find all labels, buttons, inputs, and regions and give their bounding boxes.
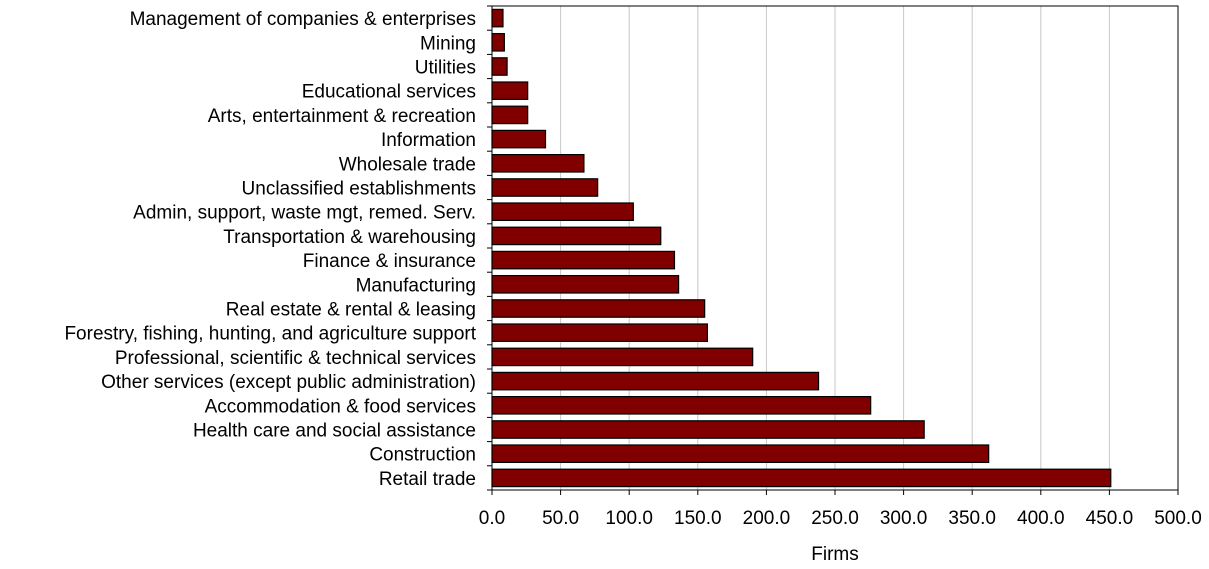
category-label: Forestry, fishing, hunting, and agricult… bbox=[64, 324, 476, 345]
axes bbox=[487, 5, 1179, 495]
category-label: Admin, support, waste mgt, remed. Serv. bbox=[133, 203, 476, 224]
bar bbox=[491, 178, 599, 197]
category-label: Management of companies & enterprises bbox=[130, 9, 476, 30]
bar bbox=[491, 153, 585, 173]
bar bbox=[491, 395, 872, 415]
bar bbox=[491, 444, 990, 464]
x-tick-label: 350.0 bbox=[948, 508, 996, 529]
category-label: Wholesale trade bbox=[339, 154, 476, 175]
category-label: Utilities bbox=[415, 58, 476, 79]
x-tick-label: 150.0 bbox=[674, 508, 722, 529]
category-label: Accommodation & food services bbox=[205, 396, 476, 417]
x-axis-title: Firms bbox=[811, 544, 858, 565]
bar bbox=[491, 347, 754, 367]
x-tick-label: 100.0 bbox=[605, 508, 653, 529]
x-tick-label: 250.0 bbox=[811, 508, 859, 529]
bar bbox=[491, 371, 820, 391]
bar bbox=[491, 420, 925, 439]
bar bbox=[491, 8, 504, 28]
bar bbox=[491, 323, 709, 343]
bar bbox=[491, 274, 680, 294]
category-label: Arts, entertainment & recreation bbox=[208, 106, 476, 127]
bar bbox=[491, 57, 508, 76]
bar bbox=[491, 105, 529, 125]
bar bbox=[491, 129, 547, 149]
category-label: Information bbox=[381, 130, 476, 151]
x-tick-labels: 0.0 50.0 100.0 150.0 200.0 250.0 300.0 350.0 400… bbox=[479, 508, 1202, 529]
bar bbox=[491, 81, 529, 101]
category-labels: Management of companies & enterprises Min… bbox=[64, 9, 476, 490]
bar bbox=[491, 468, 1112, 488]
x-tick-label: 200.0 bbox=[743, 508, 791, 529]
category-label: Manufacturing bbox=[356, 275, 476, 296]
category-label: Finance & insurance bbox=[303, 251, 476, 272]
bar bbox=[491, 299, 706, 318]
bar bbox=[491, 250, 676, 270]
x-tick-label: 450.0 bbox=[1086, 508, 1134, 529]
category-label: Mining bbox=[420, 33, 476, 54]
x-tick-label: 400.0 bbox=[1017, 508, 1065, 529]
bar bbox=[491, 202, 634, 222]
x-tick-label: 0.0 bbox=[479, 508, 505, 529]
category-label: Health care and social assistance bbox=[193, 421, 476, 442]
category-label: Other services (except public administra… bbox=[101, 372, 476, 393]
bars bbox=[491, 8, 1112, 488]
category-label: Real estate & rental & leasing bbox=[226, 300, 476, 321]
x-tick-label: 50.0 bbox=[542, 508, 579, 529]
gridlines bbox=[560, 6, 1179, 490]
category-label: Educational services bbox=[302, 82, 476, 103]
category-label: Retail trade bbox=[379, 469, 476, 490]
category-label: Unclassified establishments bbox=[242, 179, 476, 200]
x-tick-label: 300.0 bbox=[880, 508, 928, 529]
x-tick-label: 500.0 bbox=[1154, 508, 1202, 529]
bar bbox=[491, 226, 662, 246]
category-label: Professional, scientific & technical ser… bbox=[115, 348, 476, 369]
category-label: Construction bbox=[369, 445, 476, 466]
category-label: Transportation & warehousing bbox=[223, 227, 476, 248]
bar bbox=[491, 32, 505, 52]
